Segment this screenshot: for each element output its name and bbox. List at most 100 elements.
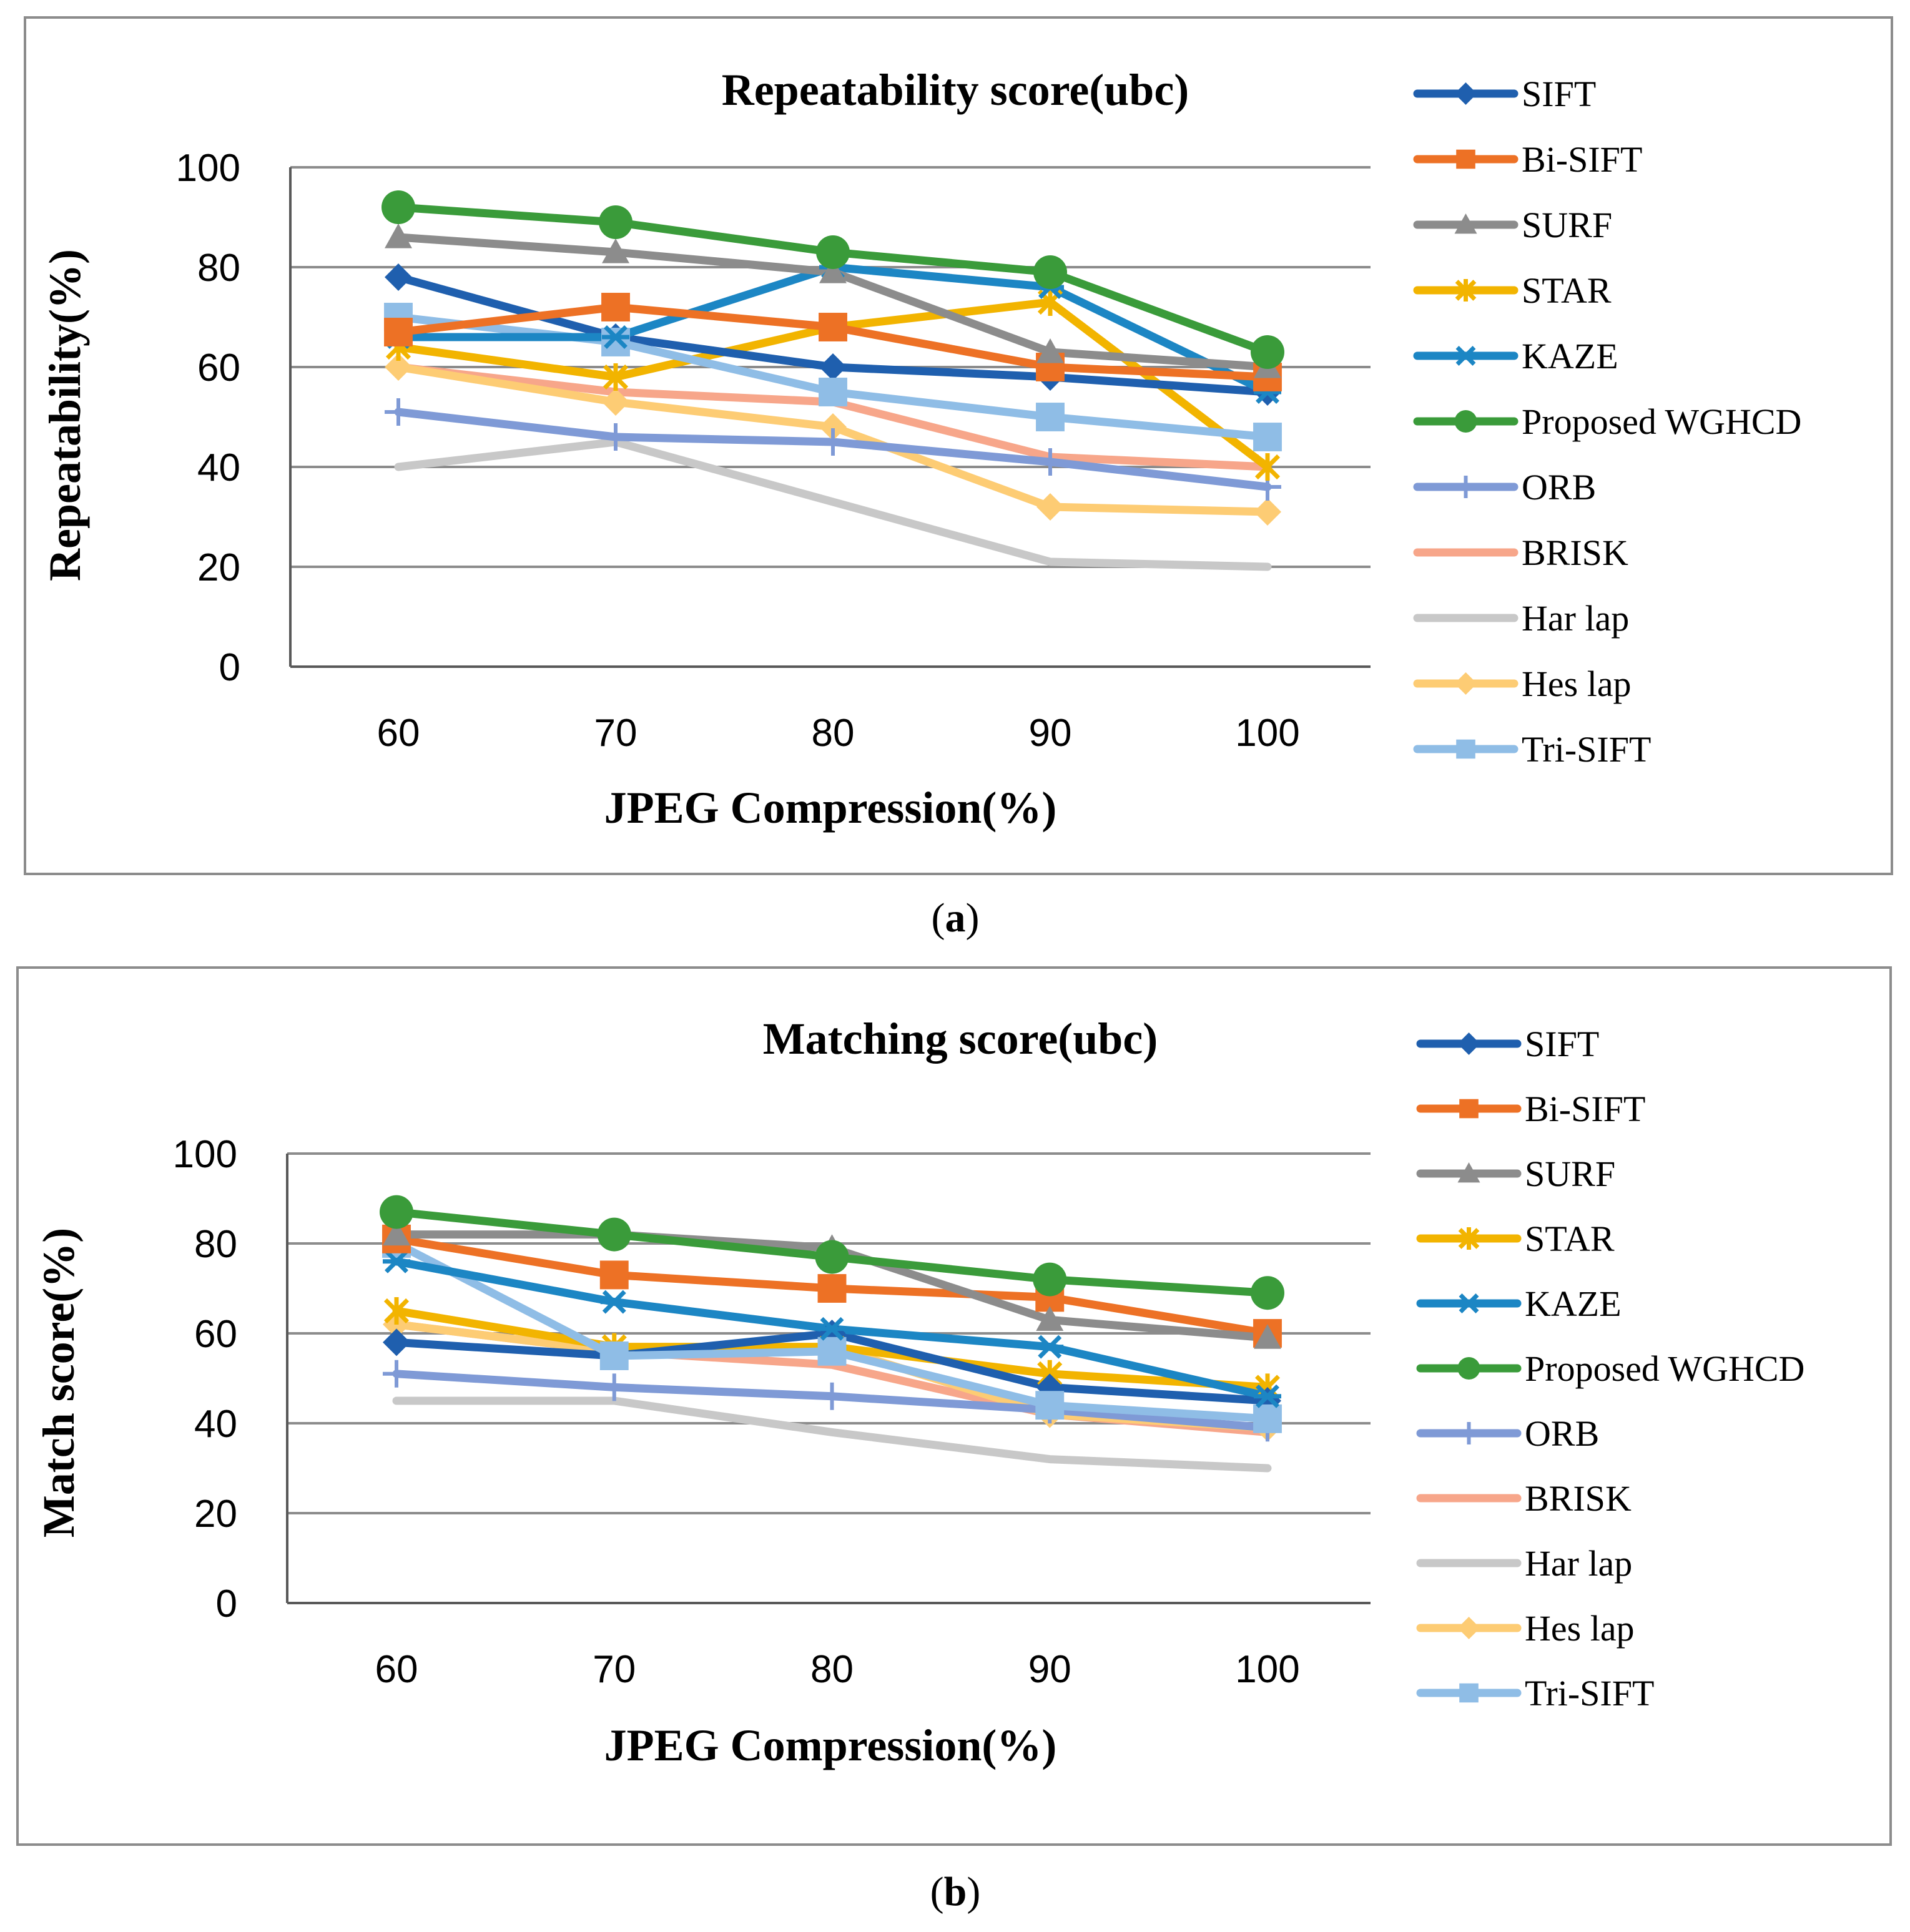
data-point-surf [1036,1306,1064,1331]
data-point-surf [1036,338,1064,363]
data-point-kaze [818,1317,846,1341]
x-axis-title: JPEG Compression(%) [604,783,1057,833]
data-point-surf [1254,1324,1281,1349]
x-tick-label: 80 [812,712,855,755]
data-point-bi-sift [384,318,413,346]
x-axis-title: JPEG Compression(%) [604,1720,1057,1770]
series-markers [380,1195,1284,1442]
data-point-kaze [383,1249,410,1273]
x-tick-label: 90 [1028,1648,1071,1691]
data-point-tri-sift [1253,1404,1282,1433]
legend-label-har-lap: Har lap [1522,598,1629,639]
data-point-proposed-wghcd [597,1217,631,1252]
data-point-proposed-wghcd [599,205,633,239]
data-point-hes-lap [385,353,412,381]
caption-letter: b [944,1869,967,1915]
series-line-har-lap [394,438,1272,571]
y-tick-label: 60 [197,346,240,390]
data-point-orb [600,1373,628,1401]
y-tick-label: 100 [176,147,240,190]
y-tick-label: 40 [194,1403,237,1446]
legend-label-brisk: BRISK [1522,532,1628,573]
data-point-hes-lap [1254,498,1281,526]
data-point-hes-lap [819,413,847,441]
data-point-proposed-wghcd [1251,1276,1284,1310]
data-point-proposed-wghcd [815,1240,849,1274]
data-point-orb [602,423,629,451]
data-point-surf [602,238,629,263]
legend-label-orb: ORB [1522,467,1596,508]
data-point-kaze [602,325,629,349]
legend-label-star: STAR [1522,270,1612,311]
legend-label-kaze: KAZE [1522,336,1618,376]
data-point-proposed-wghcd [1033,1262,1067,1297]
data-point-bi-sift [601,293,630,321]
y-tick-label: 80 [197,247,240,290]
data-point-hes-lap [602,388,629,416]
caption-a: (a) [932,895,980,941]
data-point-tri-sift [1253,423,1282,451]
x-tick-label: 70 [594,712,637,755]
legend-label-bi-sift: Bi-SIFT [1522,139,1642,180]
chart-title: Matching score(ubc) [763,1014,1158,1064]
data-point-kaze [600,1290,628,1314]
x-tick-label: 60 [375,1648,418,1691]
legend-label-hes-lap: Hes lap [1522,664,1632,704]
legend-label-tri-sift: Tri-SIFT [1522,729,1651,770]
legend-marker-proposed-wghcd [1454,410,1477,433]
legend-label-proposed-wghcd: Proposed WGHCD [1525,1348,1804,1389]
legend-marker-tri-sift [1456,739,1475,759]
data-point-tri-sift [817,1336,847,1366]
data-point-kaze [1036,1335,1064,1359]
legend-label-star: STAR [1525,1219,1615,1259]
legend-label-tri-sift: Tri-SIFT [1525,1673,1654,1714]
data-point-tri-sift [1036,403,1065,431]
legend: SIFT Bi-SIFT SURF STAR KAZE Proposed WGHCD ORB… [1413,74,1801,770]
data-point-proposed-wghcd [382,190,415,224]
x-tick-label: 90 [1029,712,1072,755]
legend-marker-proposed-wghcd [1457,1357,1480,1380]
y-tick-label: 0 [219,646,240,689]
chart-frame [24,16,1893,875]
series-markers [382,190,1284,526]
matching-chart-panel: Matching score(ubc) 0 20 40 60 80 100 60 70 80 9… [16,966,1892,1846]
y-tick-labels: 0 20 40 60 80 100 [176,147,240,689]
legend-label-hes-lap: Hes lap [1525,1608,1635,1649]
data-point-orb [819,428,847,456]
legend-marker-tri-sift [1459,1683,1479,1703]
data-point-orb [1036,448,1064,476]
data-point-proposed-wghcd [1251,335,1284,369]
y-tick-label: 100 [173,1133,237,1176]
data-point-kaze [1254,1384,1281,1408]
data-point-sift [385,263,412,291]
y-axis-title: Repeatability(%) [40,249,90,581]
y-tick-labels: 0 20 40 60 80 100 [173,1133,237,1626]
data-point-bi-sift [817,1274,847,1303]
data-point-tri-sift [1035,1391,1065,1420]
data-point-sift [819,353,847,381]
series-line-har-lap [392,1396,1272,1473]
y-tick-label: 80 [194,1223,237,1266]
legend-marker-surf [1457,1162,1480,1183]
legend-label-proposed-wghcd: Proposed WGHCD [1522,401,1801,442]
x-tick-label: 70 [593,1648,636,1691]
legend-marker-bi-sift [1459,1099,1479,1119]
legend-marker-surf [1454,213,1477,234]
legend-label-brisk: BRISK [1525,1478,1632,1519]
data-point-star [1254,453,1281,481]
legend-label-sift: SIFT [1525,1024,1599,1064]
legend-label-sift: SIFT [1522,74,1596,114]
legend-marker-star [1458,1227,1480,1250]
data-point-star [383,1297,410,1325]
data-point-proposed-wghcd [816,235,850,269]
data-point-star [603,363,629,391]
legend-label-bi-sift: Bi-SIFT [1525,1089,1645,1129]
legend-marker-hes-lap [1454,672,1477,695]
data-point-tri-sift [601,328,630,356]
legend-label-surf: SURF [1522,205,1612,245]
data-point-surf [383,1220,410,1246]
legend-label-surf: SURF [1525,1154,1615,1194]
caption-letter: a [945,895,966,941]
x-tick-label: 80 [810,1648,854,1691]
